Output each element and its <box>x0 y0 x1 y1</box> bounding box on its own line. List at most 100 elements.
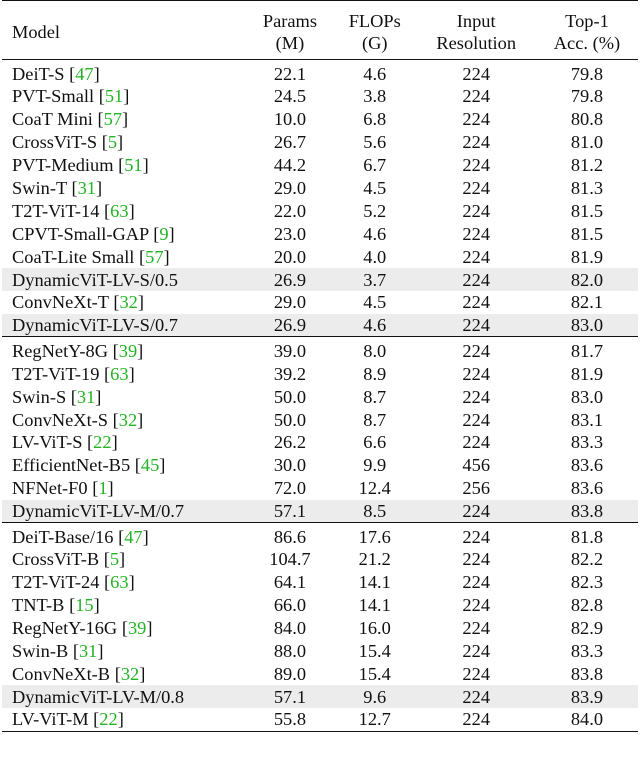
cell-accuracy: 81.8 <box>570 527 604 548</box>
cell-flops: 12.4 <box>358 478 391 499</box>
citation-ref: [57] <box>139 247 170 267</box>
model-name: DeiT-S <box>12 64 70 84</box>
cell-params: 57.1 <box>273 500 307 521</box>
cell-resolution: 224 <box>462 269 491 290</box>
citation-bracket-open: [ <box>139 246 146 267</box>
cell-params: 89.0 <box>273 663 307 684</box>
citation-bracket-close: ] <box>146 618 153 639</box>
table-row: CoaT-Lite Small [57] 20.0 4.0 224 81.9 <box>2 245 638 268</box>
cell-accuracy: 83.8 <box>570 500 604 521</box>
cell-model: PVT-Medium [51] <box>2 154 247 177</box>
citation-ref: [15] <box>69 595 100 615</box>
cell-model: RegNetY-16G [39] <box>2 617 247 640</box>
cell-resolution: 224 <box>462 292 491 313</box>
citation-bracket-open: [ <box>92 478 99 499</box>
cell-resolution: 224 <box>462 709 491 730</box>
citation-bracket-open: [ <box>112 409 119 430</box>
cell-params: 88.0 <box>273 641 307 662</box>
cell-params: 50.0 <box>273 386 307 407</box>
citation-number: 51 <box>104 86 124 107</box>
citation-ref: [63] <box>104 572 135 592</box>
cell-flops: 4.0 <box>363 246 387 267</box>
citation-bracket-close: ] <box>139 663 146 684</box>
citation-number: 47 <box>75 64 94 84</box>
comparison-table: Model Params (M) FLOPs (G) Input Resolut… <box>2 0 638 732</box>
cell-resolution: 224 <box>462 132 491 153</box>
citation-bracket-close: ] <box>159 455 166 476</box>
cell-accuracy: 82.1 <box>570 292 604 313</box>
cell-flops: 5.2 <box>363 200 387 221</box>
citation-number: 32 <box>118 409 138 430</box>
table-row: CrossViT-S [5] 26.7 5.6 224 81.0 <box>2 131 638 154</box>
cell-params: 50.0 <box>273 409 307 430</box>
cell-flops: 6.6 <box>363 432 387 453</box>
citation-bracket-close: ] <box>97 641 104 662</box>
citation-bracket-open: [ <box>98 86 105 107</box>
model-name: DynamicViT-LV-S/0.7 <box>12 315 178 336</box>
cell-flops: 6.8 <box>363 109 387 130</box>
cell-resolution: 224 <box>462 109 491 130</box>
cell-resolution: 224 <box>462 200 491 221</box>
cell-model: LV-ViT-M [22] <box>2 708 247 731</box>
table-row: ConvNeXt-T [32] 29.0 4.5 224 82.1 <box>2 291 638 314</box>
citation-bracket-close: ] <box>122 109 129 130</box>
cell-resolution: 224 <box>462 64 491 84</box>
citation-ref: [9] <box>153 224 174 244</box>
model-name: DynamicViT-LV-M/0.7 <box>12 500 185 521</box>
cell-model: ConvNeXt-S [32] <box>2 408 247 431</box>
model-name: ConvNeXt-T <box>12 292 114 313</box>
citation-ref: [32] <box>113 292 144 312</box>
table-row: T2T-ViT-19 [63] 39.2 8.9 224 81.9 <box>2 362 638 385</box>
citation-ref: [31] <box>73 641 104 661</box>
table-row: RegNetY-8G [39] 39.0 8.0 224 81.7 <box>2 337 638 363</box>
model-name: LV-ViT-M <box>12 709 94 730</box>
table-row: Swin-B [31] 88.0 15.4 224 83.3 <box>2 640 638 663</box>
cell-params: 26.2 <box>273 432 307 453</box>
cell-accuracy: 83.3 <box>570 432 604 453</box>
cell-model: CoaT Mini [57] <box>2 108 247 131</box>
cell-accuracy: 83.6 <box>570 455 604 476</box>
header-row: Model Params (M) FLOPs (G) Input Resolut… <box>2 0 638 60</box>
cell-flops: 14.1 <box>358 595 391 616</box>
citation-bracket-open: [ <box>71 178 78 198</box>
cell-model: CrossViT-B [5] <box>2 548 247 571</box>
cell-accuracy: 82.9 <box>570 618 604 639</box>
model-name: EfficientNet-B5 <box>12 455 135 476</box>
citation-ref: [31] <box>71 387 102 407</box>
citation-bracket-close: ] <box>137 292 144 313</box>
cell-resolution: 224 <box>462 595 491 616</box>
cell-params: 57.1 <box>273 686 307 707</box>
model-name: ConvNeXt-S <box>12 409 113 430</box>
cell-model: DynamicViT-LV-S/0.7 <box>2 314 247 337</box>
citation-ref: [5] <box>104 549 125 569</box>
table-row: CoaT Mini [57] 10.0 6.8 224 80.8 <box>2 108 638 131</box>
cell-accuracy: 83.6 <box>570 478 604 499</box>
table-group-small: DeiT-S [47] 22.1 4.6 224 79.8 PVT-Small [51] 2… <box>2 60 638 337</box>
citation-number: 5 <box>109 549 120 570</box>
table-row: RegNetY-16G [39] 84.0 16.0 224 82.9 <box>2 617 638 640</box>
cell-resolution: 224 <box>462 618 491 639</box>
citation-bracket-open: [ <box>153 223 160 244</box>
citation-bracket-close: ] <box>128 200 135 221</box>
citation-bracket-open: [ <box>112 341 119 362</box>
cell-model: DeiT-Base/16 [47] <box>2 523 247 549</box>
citation-number: 63 <box>110 572 129 593</box>
table-row: NFNet-F0 [1] 72.0 12.4 256 83.6 <box>2 477 638 500</box>
citation-number: 32 <box>120 663 140 684</box>
header-accuracy-line2: Acc. (%) <box>553 33 621 53</box>
cell-model: PVT-Small [51] <box>2 85 247 108</box>
cell-params: 22.1 <box>273 64 307 84</box>
citation-bracket-close: ] <box>95 386 102 407</box>
citation-bracket-open: [ <box>114 663 121 684</box>
table-row: TNT-B [15] 66.0 14.1 224 82.8 <box>2 594 638 617</box>
citation-bracket-close: ] <box>117 132 124 153</box>
model-name: ConvNeXt-B <box>12 663 115 684</box>
citation-number: 63 <box>110 363 129 384</box>
cell-resolution: 224 <box>462 432 491 453</box>
cell-flops: 14.1 <box>358 572 391 593</box>
cell-params: 24.5 <box>273 86 307 107</box>
header-params-line2: (M) <box>275 33 305 53</box>
cell-flops: 15.4 <box>358 641 391 662</box>
citation-bracket-open: [ <box>72 641 79 662</box>
citation-bracket-close: ] <box>137 341 144 362</box>
